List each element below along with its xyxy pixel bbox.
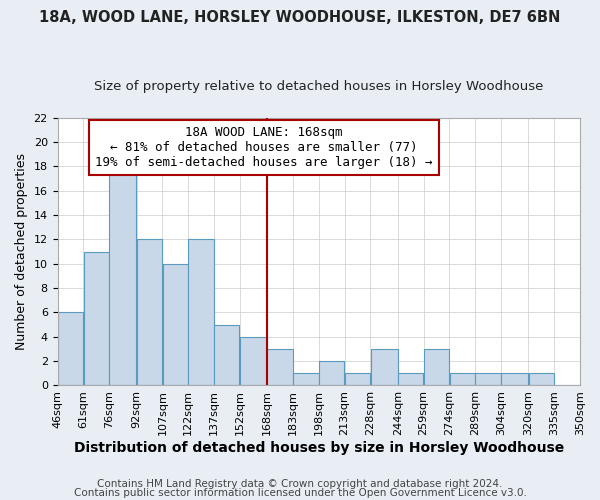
Bar xyxy=(529,374,554,386)
Bar xyxy=(449,374,475,386)
Bar xyxy=(83,252,109,386)
Bar xyxy=(345,374,370,386)
Bar xyxy=(424,349,449,386)
Bar xyxy=(163,264,188,386)
X-axis label: Distribution of detached houses by size in Horsley Woodhouse: Distribution of detached houses by size … xyxy=(74,441,564,455)
Bar xyxy=(109,166,136,386)
Bar xyxy=(58,312,83,386)
Text: Contains public sector information licensed under the Open Government Licence v3: Contains public sector information licen… xyxy=(74,488,526,498)
Y-axis label: Number of detached properties: Number of detached properties xyxy=(15,153,28,350)
Bar xyxy=(293,374,319,386)
Bar xyxy=(268,349,293,386)
Bar xyxy=(319,361,344,386)
Text: 18A WOOD LANE: 168sqm
← 81% of detached houses are smaller (77)
19% of semi-deta: 18A WOOD LANE: 168sqm ← 81% of detached … xyxy=(95,126,433,169)
Title: Size of property relative to detached houses in Horsley Woodhouse: Size of property relative to detached ho… xyxy=(94,80,544,93)
Bar xyxy=(398,374,424,386)
Bar xyxy=(240,337,267,386)
Text: Contains HM Land Registry data © Crown copyright and database right 2024.: Contains HM Land Registry data © Crown c… xyxy=(97,479,503,489)
Text: 18A, WOOD LANE, HORSLEY WOODHOUSE, ILKESTON, DE7 6BN: 18A, WOOD LANE, HORSLEY WOODHOUSE, ILKES… xyxy=(40,10,560,25)
Bar xyxy=(371,349,398,386)
Bar xyxy=(501,374,528,386)
Bar xyxy=(137,240,162,386)
Bar xyxy=(475,374,500,386)
Bar xyxy=(188,240,214,386)
Bar xyxy=(214,324,239,386)
